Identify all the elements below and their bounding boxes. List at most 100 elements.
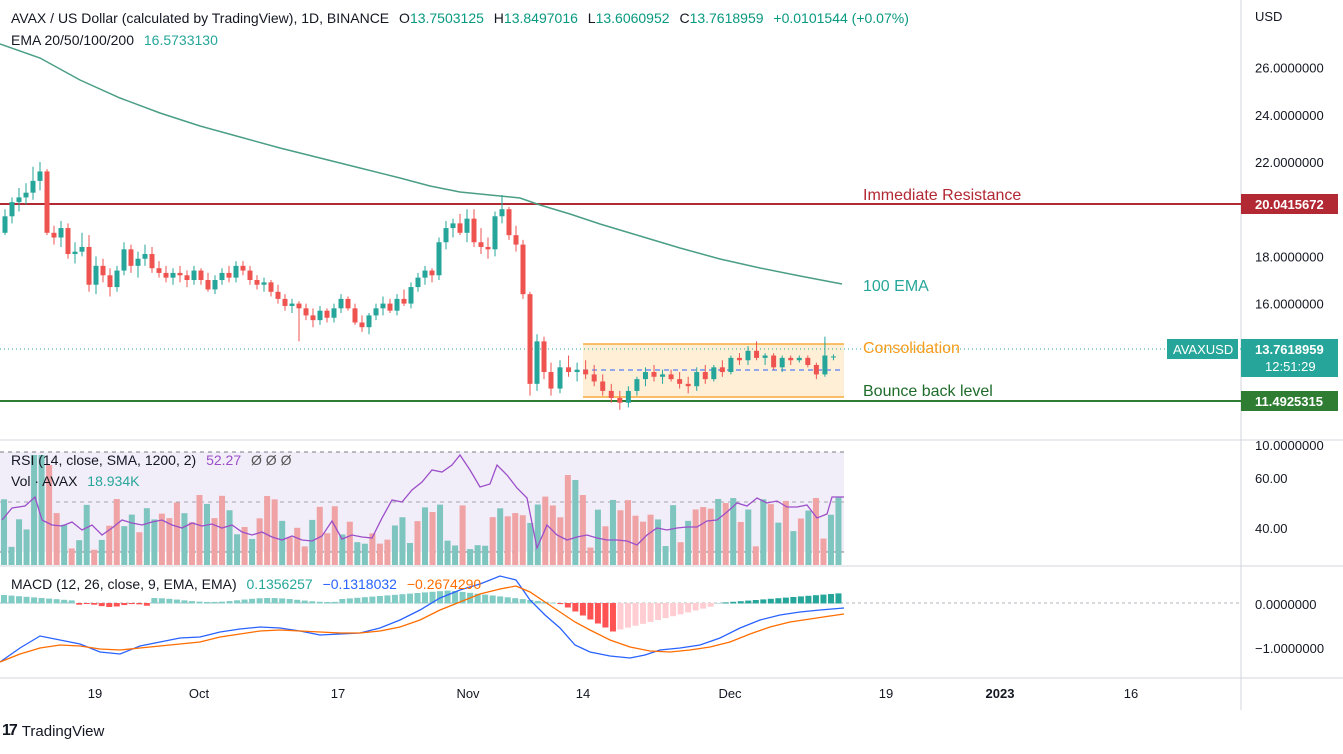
volume-bar	[286, 537, 293, 565]
volume-bar	[489, 517, 496, 565]
candle-body	[779, 357, 785, 368]
volume-bar	[196, 495, 203, 565]
ema-100-line[interactable]	[0, 43, 843, 285]
macd-histogram-bar	[557, 603, 564, 605]
volume-bar	[16, 519, 23, 565]
volume-bar	[414, 521, 421, 565]
rsi-tick-60: 60.00	[1255, 471, 1288, 486]
macd-histogram-bar	[587, 603, 594, 620]
candle-body	[86, 246, 92, 285]
volume-bar	[662, 546, 669, 565]
macd-histogram-bar	[128, 603, 135, 605]
candle-body	[702, 372, 708, 380]
volume-bar	[113, 499, 120, 565]
volume-bar	[151, 519, 158, 565]
macd-histogram-bar	[406, 593, 413, 604]
volume-legend[interactable]: Vol · AVAX 18.934K	[11, 473, 145, 489]
macd-histogram-bar	[624, 603, 631, 628]
candle-body	[600, 381, 606, 391]
macd-histogram-bar	[700, 603, 707, 609]
candle-body	[478, 242, 484, 247]
volume-bar	[692, 509, 699, 565]
candle-body	[261, 282, 267, 285]
candle-body	[830, 356, 836, 358]
tradingview-logo[interactable]: 17 TradingView	[2, 722, 104, 740]
volume-bar	[294, 527, 301, 565]
rsi-line[interactable]	[1, 453, 844, 551]
candle-body	[557, 367, 563, 389]
macd-histogram-bar	[579, 603, 586, 616]
macd-tick-minus1: −1.0000000	[1255, 641, 1324, 656]
candle-body	[642, 372, 648, 380]
macd-histogram-bar	[279, 598, 286, 604]
candle-body	[566, 367, 572, 373]
macd-histogram-bar	[444, 590, 451, 604]
macd-histogram-bar	[46, 598, 53, 604]
resistance-price-tag-text: 20.0415672	[1255, 197, 1324, 212]
volume-bar	[655, 519, 662, 565]
macd-line[interactable]	[0, 575, 845, 663]
volume-bar	[309, 519, 316, 565]
candle-body	[37, 171, 43, 181]
volume-bar	[188, 522, 195, 565]
macd-histogram-bar	[98, 603, 105, 607]
macd-histogram-bar	[181, 600, 188, 604]
price-tick-label: 18.0000000	[1255, 249, 1324, 264]
macd-histogram-bar	[827, 594, 834, 604]
candle-body	[247, 270, 253, 280]
volume-bar	[737, 521, 744, 565]
candle-body	[254, 280, 260, 285]
symbol-title: AVAX / US Dollar (calculated by TradingV…	[11, 10, 390, 26]
price-tick-label: 22.0000000	[1255, 155, 1324, 170]
candle-body	[373, 308, 379, 316]
volume-bar	[181, 513, 188, 565]
macd-hist-value: 0.1356257	[246, 576, 313, 592]
macd-signal-line[interactable]	[0, 585, 845, 663]
macd-histogram-bar	[346, 598, 353, 604]
macd-legend[interactable]: MACD (12, 26, close, 9, EMA, EMA) 0.1356…	[11, 576, 487, 592]
volume-bar	[399, 517, 406, 565]
macd-histogram-bar	[384, 595, 391, 604]
volume-bar	[211, 518, 218, 565]
volume-bar	[542, 496, 549, 565]
volume-bar	[271, 499, 278, 565]
symbol-legend[interactable]: AVAX / US Dollar (calculated by TradingV…	[11, 10, 915, 26]
candle-body	[788, 357, 794, 361]
candle-body	[2, 216, 8, 233]
candle-body	[719, 367, 725, 373]
candle-body	[754, 350, 760, 358]
macd-histogram-bar	[354, 597, 361, 604]
candle-body	[30, 180, 36, 193]
time-tick-label: 17	[331, 686, 345, 701]
volume-bar	[467, 549, 474, 565]
macd-histogram-bar	[68, 600, 75, 604]
macd-histogram-bar	[369, 596, 376, 604]
macd-histogram-bar	[309, 601, 316, 604]
macd-histogram-bar	[173, 599, 180, 604]
volume-bar	[369, 533, 376, 565]
tradingview-logo-icon: 17	[2, 722, 18, 739]
macd-histogram-bar	[564, 603, 571, 608]
ema-legend[interactable]: EMA 20/50/100/200 16.5733130	[11, 32, 224, 48]
candle-body	[79, 246, 85, 252]
volume-bar	[339, 534, 346, 565]
candle-body	[415, 277, 421, 288]
volume-bar	[609, 499, 616, 565]
volume-bar	[256, 518, 263, 565]
macd-histogram-bar	[76, 603, 83, 605]
time-tick-label: 2023	[986, 686, 1015, 701]
candle-body	[338, 298, 344, 309]
macd-histogram-bar	[534, 600, 541, 604]
rsi-legend-value: 52.27	[206, 452, 242, 468]
volume-bar	[361, 543, 368, 565]
time-axis[interactable]: 19 Oct 17 Nov 14 Dec 19 2023 16	[88, 686, 1138, 701]
time-tick-label: Dec	[718, 686, 742, 701]
candle-body	[443, 228, 449, 243]
volume-bar	[31, 455, 38, 565]
candle-body	[520, 244, 526, 295]
macd-histogram-bar	[452, 591, 459, 604]
rsi-legend[interactable]: RSI (14, close, SMA, 1200, 2) 52.27 Ø Ø …	[11, 452, 297, 468]
candle-body	[282, 298, 288, 306]
rsi-legend-label: RSI (14, close, SMA, 1200, 2)	[11, 452, 197, 468]
